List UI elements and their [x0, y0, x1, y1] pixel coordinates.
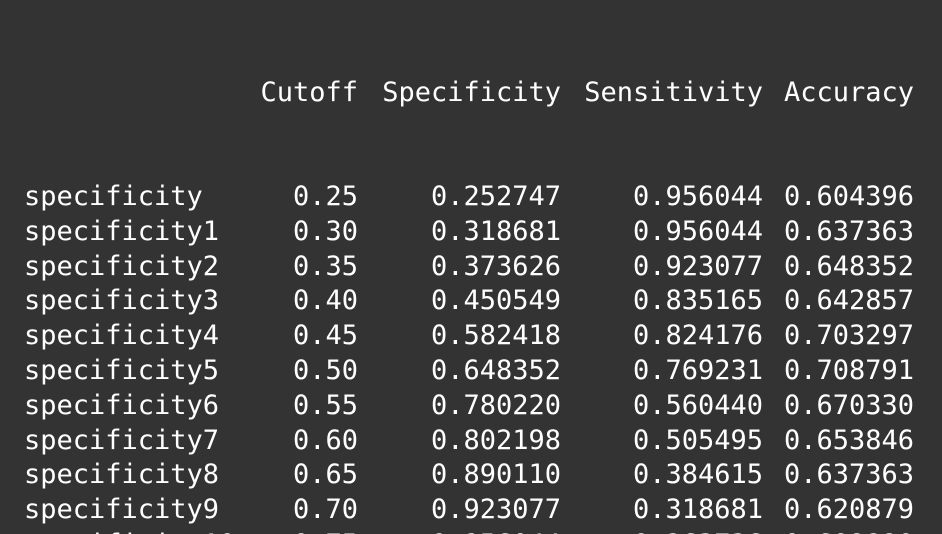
cell-specificity: 0.252747 [430, 180, 561, 212]
cell-sensitivity: 0.384615 [632, 459, 763, 491]
cell-specificity: 0.648352 [430, 354, 561, 386]
cell-specificity: 0.373626 [430, 250, 561, 282]
cell-cutoff: 0.50 [292, 354, 358, 386]
cell-specificity: 0.582418 [430, 320, 561, 352]
row-name: specificity9 [24, 494, 220, 526]
cell-sensitivity: 0.318681 [632, 494, 763, 526]
cell-sensitivity: 0.560440 [632, 389, 763, 421]
cell-cutoff: 0.45 [292, 320, 358, 352]
table-row: specificity6 0.55 0.780220 0.560440 0.670330 [0, 389, 942, 424]
cell-specificity: 0.923077 [430, 494, 561, 526]
table-row: specificity3 0.40 0.450549 0.835165 0.642857 [0, 284, 942, 319]
cell-sensitivity: 0.263736 [633, 528, 763, 534]
cell-accuracy: 0.620879 [783, 494, 914, 526]
table-row: specificity2 0.35 0.373626 0.923077 0.648352 [0, 250, 942, 285]
cell-cutoff: 0.25 [292, 180, 358, 212]
row-name: specificity7 [24, 424, 220, 456]
cell-sensitivity: 0.956044 [632, 215, 763, 247]
cell-accuracy: 0.670330 [783, 389, 914, 421]
header-sensitivity: Sensitivity [584, 76, 763, 108]
table-row: specificity5 0.50 0.648352 0.769231 0.708791 [0, 354, 942, 389]
table-body: specificity 0.25 0.252747 0.956044 0.604396 s… [0, 180, 942, 534]
table-row: specificity7 0.60 0.802198 0.505495 0.653846 [0, 424, 942, 459]
cell-accuracy: 0.637363 [783, 215, 914, 247]
table-row: specificity1 0.30 0.318681 0.956044 0.637363 [0, 215, 942, 250]
row-name: specificity [24, 180, 203, 212]
cell-specificity: 0.450549 [430, 285, 561, 317]
cell-sensitivity: 0.956044 [632, 180, 763, 212]
cell-sensitivity: 0.835165 [632, 285, 763, 317]
cell-accuracy: 0.642857 [783, 285, 914, 317]
cell-cutoff: 0.75 [293, 528, 358, 534]
row-name: specificity3 [24, 285, 220, 317]
cell-accuracy: 0.703297 [783, 320, 914, 352]
row-name: specificity6 [24, 389, 220, 421]
table-row: specificity9 0.70 0.923077 0.318681 0.620879 [0, 493, 942, 528]
cell-sensitivity: 0.505495 [632, 424, 763, 456]
cell-specificity: 0.890110 [430, 459, 561, 491]
cell-specificity: 0.780220 [430, 389, 561, 421]
header-cutoff: Cutoff [260, 76, 358, 108]
cell-sensitivity: 0.769231 [632, 354, 763, 386]
cell-accuracy: 0.637363 [783, 459, 914, 491]
cell-cutoff: 0.70 [292, 494, 358, 526]
table-row: specificity 0.25 0.252747 0.956044 0.604396 [0, 180, 942, 215]
row-name: specificity4 [24, 320, 220, 352]
cell-sensitivity: 0.923077 [632, 250, 763, 282]
cell-cutoff: 0.30 [292, 215, 358, 247]
row-name: specificity2 [24, 250, 220, 282]
cell-specificity: 0.802198 [430, 424, 561, 456]
cell-accuracy: 0.604396 [783, 180, 914, 212]
cell-accuracy: 0.653846 [783, 424, 914, 456]
cell-sensitivity: 0.824176 [632, 320, 763, 352]
cell-specificity: 0.956044 [431, 528, 561, 534]
cell-cutoff: 0.55 [292, 389, 358, 421]
table-header-row: Cutoff Specificity Sensitivity Accuracy [0, 76, 942, 111]
cell-accuracy: 0.609890 [784, 528, 914, 534]
cell-cutoff: 0.60 [292, 424, 358, 456]
row-name: specificity8 [24, 459, 220, 491]
header-specificity: Specificity [382, 76, 561, 108]
cell-cutoff: 0.65 [292, 459, 358, 491]
cell-accuracy: 0.648352 [783, 250, 914, 282]
cell-cutoff: 0.35 [292, 250, 358, 282]
row-name: specificity5 [24, 354, 220, 386]
row-name: specificity1 [24, 215, 220, 247]
cell-specificity: 0.318681 [430, 215, 561, 247]
cell-cutoff: 0.40 [292, 285, 358, 317]
table-row: specificity4 0.45 0.582418 0.824176 0.703297 [0, 319, 942, 354]
header-accuracy: Accuracy [783, 76, 914, 108]
cell-accuracy: 0.708791 [783, 354, 914, 386]
table-row: specificity8 0.65 0.890110 0.384615 0.637363 [0, 458, 942, 493]
